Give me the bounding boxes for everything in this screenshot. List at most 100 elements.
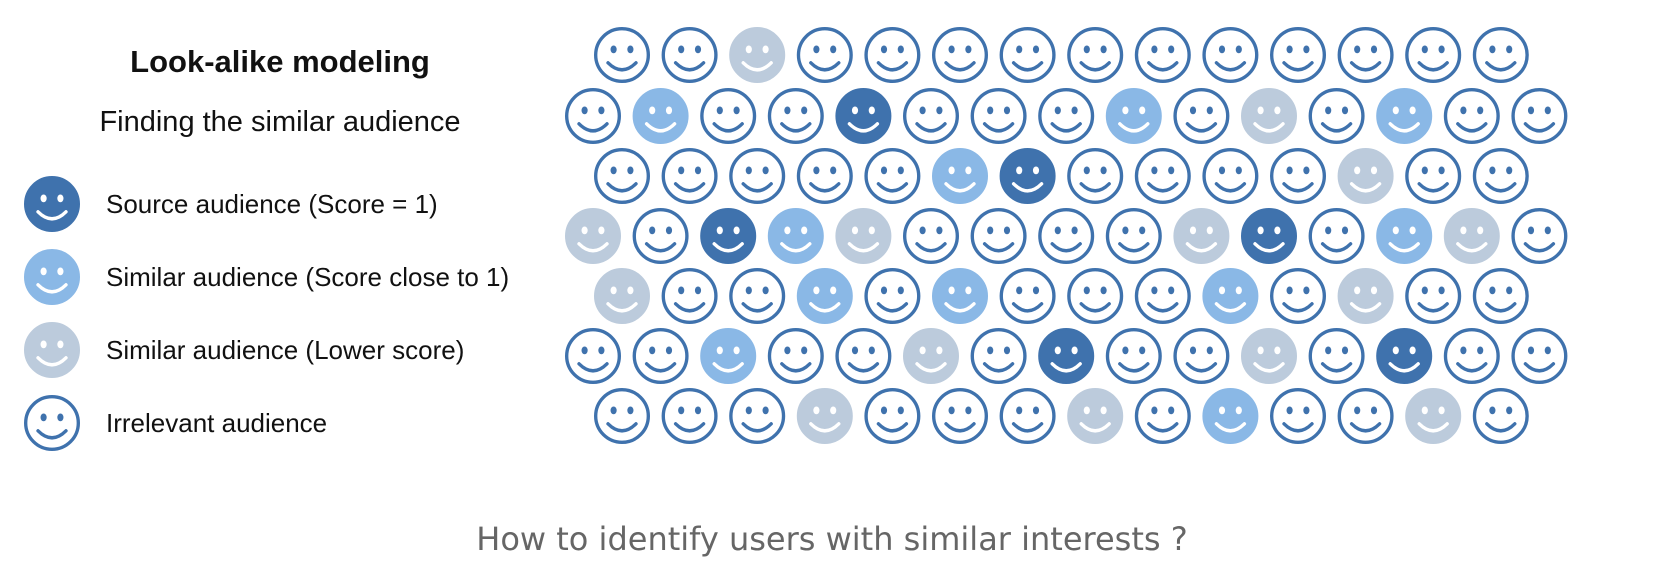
irrelevant-audience-face-icon bbox=[593, 27, 650, 83]
title: Look-alike modeling bbox=[130, 44, 430, 79]
irrelevant-audience-face-icon bbox=[632, 207, 689, 264]
irrelevant-audience-face-icon bbox=[1308, 327, 1365, 384]
similar-audience-low-face-icon bbox=[1241, 88, 1297, 144]
irrelevant-audience-face-icon bbox=[661, 387, 718, 444]
irrelevant-audience-face-icon bbox=[1472, 267, 1529, 324]
similar-audience-high-face-icon bbox=[767, 208, 824, 264]
irrelevant-audience-face-icon bbox=[1067, 267, 1124, 324]
irrelevant-audience-face-icon bbox=[796, 27, 853, 83]
similar-audience-high-face-icon bbox=[700, 328, 757, 384]
legend-label: Similar audience (Score close to 1) bbox=[106, 261, 510, 292]
similar-audience-high-face-icon bbox=[1202, 268, 1259, 324]
legend-item-irrelevant: Irrelevant audience bbox=[22, 393, 327, 453]
irrelevant-audience-face-icon bbox=[1067, 27, 1124, 83]
irrelevant-audience-face-icon bbox=[931, 387, 988, 444]
irrelevant-audience-face-icon bbox=[1134, 27, 1191, 83]
similar-audience-low-face-icon bbox=[796, 388, 853, 444]
similar-audience-low-face-icon bbox=[1405, 388, 1462, 444]
irrelevant-audience-face-icon bbox=[1308, 207, 1365, 264]
irrelevant-audience-face-icon bbox=[864, 387, 921, 444]
irrelevant-audience-face-icon bbox=[999, 267, 1056, 324]
irrelevant-audience-face-icon bbox=[1511, 88, 1568, 144]
irrelevant-audience-face-icon bbox=[1270, 387, 1327, 444]
irrelevant-audience-face-icon bbox=[1202, 27, 1259, 83]
similar-audience-high-face-icon bbox=[1202, 388, 1259, 444]
source-audience-face-icon bbox=[835, 88, 892, 144]
irrelevant-audience-face-icon bbox=[661, 147, 718, 204]
similar-audience-low-face-icon bbox=[1443, 208, 1500, 264]
irrelevant-audience-face-icon bbox=[1472, 387, 1529, 444]
irrelevant-audience-face-icon bbox=[1511, 327, 1568, 384]
irrelevant-audience-face-icon bbox=[1270, 147, 1327, 204]
irrelevant-audience-face-icon bbox=[970, 207, 1027, 264]
similar-audience-low-face-icon bbox=[1067, 388, 1124, 444]
source-audience-face-icon bbox=[1376, 328, 1433, 384]
irrelevant-audience-face-icon bbox=[1270, 267, 1327, 324]
legend-label: Similar audience (Lower score) bbox=[106, 334, 465, 365]
irrelevant-audience-face-icon bbox=[661, 27, 718, 83]
irrelevant-audience-face-icon bbox=[1173, 88, 1230, 144]
irrelevant-audience-face-icon bbox=[864, 267, 921, 324]
irrelevant-audience-face-icon bbox=[1308, 88, 1365, 144]
irrelevant-audience-face-icon bbox=[1472, 147, 1529, 204]
similar-audience-low-face-icon bbox=[729, 27, 786, 83]
irrelevant-audience-face-icon bbox=[1134, 267, 1191, 324]
irrelevant-audience-face-icon bbox=[1105, 207, 1162, 264]
irrelevant-audience-face-icon bbox=[564, 327, 621, 384]
legend-label: Irrelevant audience bbox=[106, 407, 328, 438]
similar-audience-low-face-icon bbox=[1337, 268, 1394, 324]
legend-item-similar-high: Similar audience (Score close to 1) bbox=[22, 247, 509, 307]
similar-audience-high-face-icon bbox=[632, 88, 689, 144]
legend-item-source: Source audience (Score = 1) bbox=[22, 174, 438, 234]
similar-audience-high-face-icon bbox=[932, 148, 988, 204]
irrelevant-audience-face-icon bbox=[902, 207, 959, 264]
irrelevant-audience-face-icon bbox=[970, 88, 1027, 144]
irrelevant-audience-face-icon bbox=[767, 88, 824, 144]
irrelevant-audience-face-icon bbox=[700, 88, 757, 144]
irrelevant-audience-face-icon bbox=[999, 387, 1056, 444]
irrelevant-audience-face-icon bbox=[729, 267, 786, 324]
irrelevant-audience-face-icon bbox=[729, 387, 786, 444]
irrelevant-audience-face-icon bbox=[1067, 147, 1124, 204]
similar-audience-low-face-icon bbox=[565, 208, 621, 264]
irrelevant-audience-face-icon bbox=[1405, 27, 1462, 83]
irrelevant-audience-face-icon bbox=[564, 88, 621, 144]
irrelevant-audience-face-icon bbox=[1038, 88, 1095, 144]
irrelevant-audience-face-icon bbox=[661, 267, 718, 324]
source-audience-face-icon bbox=[1038, 328, 1095, 384]
irrelevant-audience-face-icon bbox=[1202, 147, 1259, 204]
irrelevant-audience-face-icon bbox=[1105, 327, 1162, 384]
irrelevant-audience-face-icon bbox=[864, 147, 921, 204]
similar-audience-low-face-icon bbox=[903, 328, 959, 384]
source-audience-face-icon bbox=[700, 208, 757, 264]
irrelevant-audience-face-icon bbox=[796, 147, 853, 204]
similar-audience-low-face-icon bbox=[24, 322, 80, 378]
irrelevant-audience-face-icon bbox=[1405, 147, 1462, 204]
legend-item-similar-low: Similar audience (Lower score) bbox=[22, 320, 464, 380]
irrelevant-audience-face-icon bbox=[902, 88, 959, 144]
irrelevant-audience-face-icon bbox=[632, 327, 689, 384]
legend-label: Source audience (Score = 1) bbox=[106, 188, 438, 219]
irrelevant-audience-face-icon bbox=[864, 27, 921, 83]
irrelevant-audience-face-icon bbox=[999, 27, 1056, 83]
source-audience-face-icon bbox=[1241, 208, 1297, 264]
similar-audience-low-face-icon bbox=[835, 208, 892, 264]
similar-audience-high-face-icon bbox=[1376, 88, 1433, 144]
subtitle: Finding the similar audience bbox=[99, 106, 461, 138]
source-audience-face-icon bbox=[999, 148, 1056, 204]
similar-audience-low-face-icon bbox=[594, 268, 650, 324]
irrelevant-audience-face-icon bbox=[1443, 88, 1500, 144]
irrelevant-audience-face-icon bbox=[1173, 327, 1230, 384]
irrelevant-audience-face-icon bbox=[1405, 267, 1462, 324]
irrelevant-audience-face-icon bbox=[1337, 27, 1394, 83]
irrelevant-audience-face-icon bbox=[729, 147, 786, 204]
similar-audience-high-face-icon bbox=[1376, 208, 1433, 264]
similar-audience-low-face-icon bbox=[1337, 148, 1394, 204]
irrelevant-audience-face-icon bbox=[1472, 27, 1529, 83]
similar-audience-low-face-icon bbox=[1241, 328, 1297, 384]
irrelevant-audience-face-icon bbox=[970, 327, 1027, 384]
caption: How to identify users with similar inter… bbox=[476, 520, 1188, 558]
irrelevant-audience-face-icon bbox=[1511, 207, 1568, 264]
irrelevant-audience-face-icon bbox=[593, 147, 650, 204]
irrelevant-audience-face-icon bbox=[1337, 387, 1394, 444]
